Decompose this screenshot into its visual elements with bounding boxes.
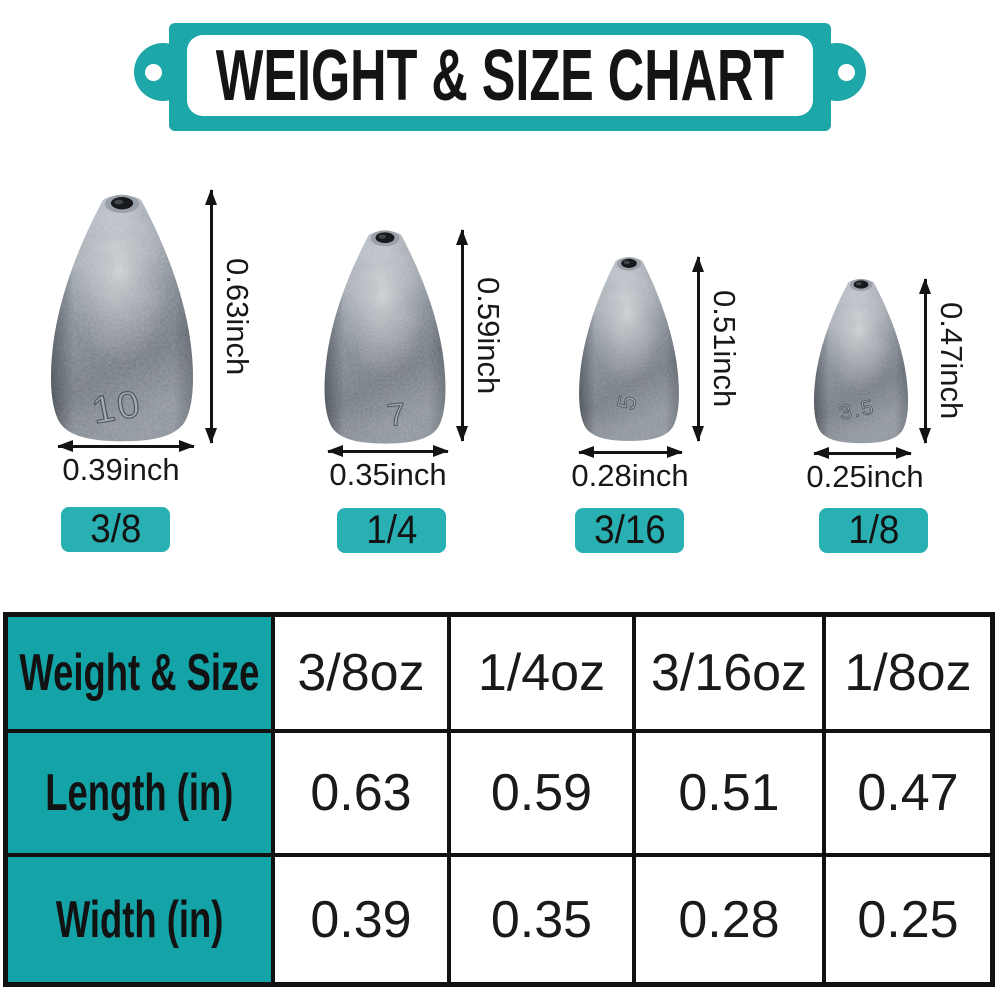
table-cell: 0.28 [636, 857, 822, 982]
mounting-hole-icon [145, 64, 162, 81]
table-cell: 0.35 [451, 857, 632, 982]
stamp-number: 5 [612, 391, 643, 413]
table-cell: 0.63 [275, 733, 447, 853]
width-arrow [327, 445, 449, 457]
table-header-weight-size: Weight & Size [8, 617, 271, 729]
table-cell: 0.51 [636, 733, 822, 853]
table-cell: 0.39 [275, 857, 447, 982]
page-title: WEIGHT & SIZE CHART [215, 35, 785, 116]
table-cell: 1/8oz [826, 617, 990, 729]
table-cell: 3/8oz [275, 617, 447, 729]
width-dimension-label: 0.35inch [329, 457, 447, 492]
weight-badge: 1/8 [819, 508, 928, 553]
bullet-sinker-photo-1-8oz: 3.5 [813, 278, 909, 444]
weight-badge: 3/8 [61, 507, 170, 552]
mounting-hole-icon [838, 64, 855, 81]
table-cell: 0.25 [826, 857, 990, 982]
width-dimension-label: 0.28inch [571, 458, 689, 493]
banner-title-box: WEIGHT & SIZE CHART [187, 35, 813, 116]
weight-badge: 3/16 [575, 508, 684, 553]
table-cell: 0.47 [826, 733, 990, 853]
stamp-number: 10 [89, 383, 146, 432]
height-dimension-label: 0.51inch [707, 290, 742, 408]
banner-plate: WEIGHT & SIZE CHART [169, 23, 831, 131]
table-cell: 0.59 [451, 733, 632, 853]
weight-badge: 1/4 [337, 508, 446, 553]
width-arrow [57, 440, 195, 452]
table-cell: 3/16oz [636, 617, 822, 729]
table-header-width: Width (in) [8, 857, 271, 982]
width-arrow [578, 446, 683, 458]
bullet-sinker-photo-3-16oz: 5 [579, 257, 679, 441]
width-dimension-label: 0.39inch [62, 452, 180, 487]
height-arrow [919, 278, 931, 444]
size-table: Weight & Size 3/8oz 1/4oz 3/16oz 1/8oz L… [3, 612, 995, 987]
bullet-sinker-photo-1-4oz: 7 [324, 230, 446, 444]
bullet-sinker-photo-3-8oz: 10 [51, 194, 193, 442]
height-dimension-label: 0.63inch [220, 257, 255, 376]
table-cell: 1/4oz [451, 617, 632, 729]
width-arrow [813, 447, 912, 459]
stamp-number: 7 [385, 396, 409, 433]
height-dimension-label: 0.59inch [471, 276, 506, 395]
table-header-length: Length (in) [8, 733, 271, 853]
height-dimension-label: 0.47inch [934, 302, 969, 420]
height-arrow [205, 189, 217, 444]
height-arrow [692, 256, 704, 442]
height-arrow [456, 229, 468, 442]
width-dimension-label: 0.25inch [806, 459, 924, 494]
